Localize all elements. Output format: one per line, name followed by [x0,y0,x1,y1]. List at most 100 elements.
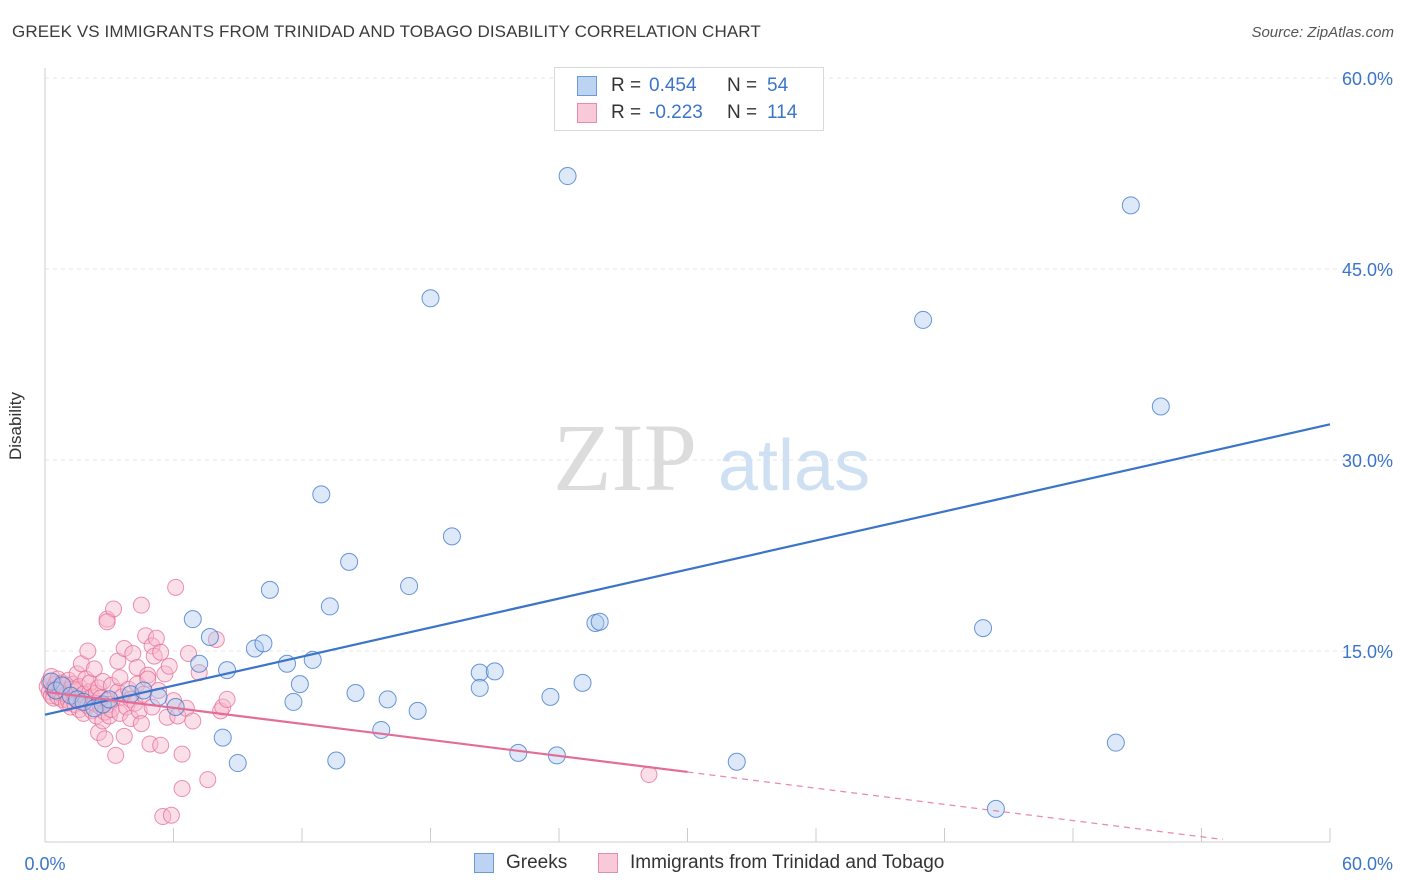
legend-n-label: N = [727,102,758,123]
immigrants-point-89 [147,629,165,647]
greeks-point-53 [1151,397,1170,416]
greeks-point-32 [378,690,397,709]
greeks-point-50 [986,799,1005,818]
greeks-point-51 [1106,733,1125,752]
immigrants-point-82 [137,627,155,645]
immigrants-point-71 [120,680,138,698]
immigrants-trend-extension [687,771,1223,841]
immigrants-point-80 [132,715,150,733]
immigrants-point-66 [111,669,129,687]
legend-r-label: R = [611,102,642,123]
immigrants-point-104 [179,645,197,663]
y-tick-label-2: 45.0% [1342,260,1393,280]
series-greeks-points [42,167,1170,818]
axes [44,68,1331,843]
immigrants-point-93 [154,808,172,826]
legend-r-label: R = [611,75,642,96]
greeks-point-44 [573,673,592,692]
greeks-point-46 [590,612,609,631]
legend-n-value: 54 [767,75,789,96]
immigrants-point-62 [107,746,125,764]
greeks-point-0 [42,672,61,691]
immigrants-point-97 [162,806,180,824]
greeks-point-14 [190,654,209,673]
y-axis-label: Disability [6,391,25,460]
immigrants-point-74 [124,645,142,663]
watermark-zip: ZIP [553,404,697,511]
immigrants-point-65 [111,704,129,722]
immigrants-point-51 [94,673,112,691]
greeks-point-37 [470,663,489,682]
greeks-point-26 [312,485,331,504]
legend-n-label: N = [727,75,758,96]
y-tick-label-1: 30.0% [1342,451,1393,471]
immigrants-point-69 [115,639,133,657]
immigrants-point-27 [68,665,86,683]
greeks-point-17 [218,661,237,680]
watermark: ZIP atlas [553,404,870,511]
bottom-swatch-blue [474,853,494,873]
greeks-point-15 [200,627,219,646]
immigrants-point-91 [152,736,170,754]
immigrants-point-111 [218,690,236,708]
bottom-legend: Greeks Immigrants from Trinidad and Toba… [0,852,1406,876]
immigrants-point-38 [79,642,97,660]
greeks-point-48 [914,310,933,329]
immigrants-point-48 [90,723,108,741]
greeks-point-52 [1121,196,1140,215]
watermark-atlas: atlas [718,426,870,506]
immigrants-point-54 [96,730,114,748]
source-label: Source: ZipAtlas.com [1251,24,1394,41]
legend-row-greeks: R = 0.454 N = 54 [577,74,788,98]
bottom-legend-immigrants: Immigrants from Trinidad and Tobago [598,852,944,874]
greeks-point-38 [470,678,489,697]
immigrants-point-92 [152,643,170,661]
greeks-point-39 [485,662,504,681]
greeks-point-47 [727,752,746,771]
greeks-point-16 [213,728,232,747]
greeks-point-21 [260,580,279,599]
immigrants-point-102 [173,780,191,798]
immigrants-point-84 [139,670,157,688]
legend-row-immigrants: R = -0.223 N = 114 [577,101,797,125]
greeks-point-28 [327,751,346,770]
gridlines [45,77,1393,652]
greeks-point-20 [254,634,273,653]
greeks-point-30 [346,684,365,703]
x-tick-label-0: 0.0% [24,854,65,874]
immigrants-point-105 [184,712,202,730]
x-tick-label-1: 60.0% [1342,854,1393,874]
immigrants-trend-line [44,690,688,774]
chart-title: GREEK VS IMMIGRANTS FROM TRINIDAD AND TO… [12,22,761,41]
greeks-point-41 [541,687,560,706]
greeks-point-29 [340,552,359,571]
immigrants-point-101 [173,745,191,763]
greeks-point-27 [320,597,339,616]
immigrants-point-79 [132,596,150,614]
immigrants-point-85 [141,735,159,753]
bottom-legend-greeks: Greeks [474,852,567,874]
greeks-point-49 [974,619,993,638]
greeks-point-40 [509,743,528,762]
legend-n-value: 114 [767,102,798,123]
greeks-point-43 [558,167,577,186]
bottom-swatch-pink [598,853,618,873]
legend-swatch-blue [577,76,597,96]
greeks-point-34 [408,701,427,720]
greeks-point-33 [400,577,419,596]
legend-r-value: -0.223 [649,102,703,123]
bottom-legend-immigrants-label: Immigrants from Trinidad and Tobago [630,852,945,873]
immigrants-point-43 [85,660,103,678]
bottom-legend-greeks-label: Greeks [506,852,568,873]
tick-labels: 15.0% 30.0% 45.0% 60.0% 0.0% 60.0% [24,69,1393,874]
y-tick-label-3: 60.0% [1342,69,1393,89]
greeks-point-35 [421,289,440,308]
immigrants-point-68 [115,727,133,745]
greeks-point-18 [228,754,247,773]
greeks-point-36 [442,527,461,546]
immigrants-point-40 [81,674,99,692]
immigrants-point-107 [199,771,217,789]
legend-box: R = 0.454 N = 54 R = -0.223 N = 114 [554,67,824,131]
legend-swatch-pink [577,103,597,123]
